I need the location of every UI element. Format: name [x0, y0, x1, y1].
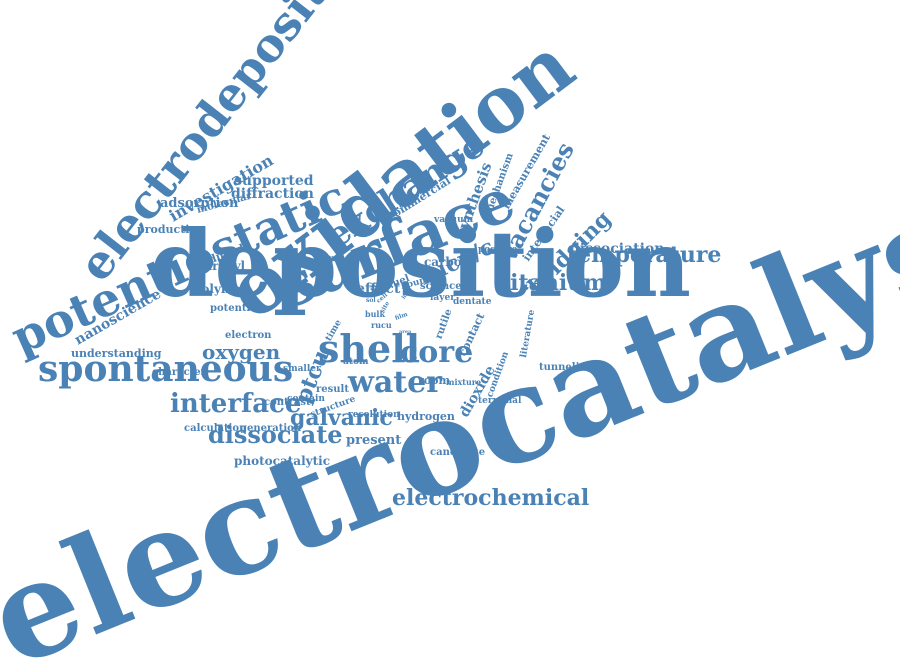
word-electron: electron [225, 330, 272, 341]
word-area: area [399, 329, 412, 335]
word-potential: potential [210, 303, 261, 314]
word-generation: generation [240, 423, 302, 434]
word-tunneling: tunneling [539, 362, 594, 373]
word-candidate: candidate [430, 447, 486, 458]
word-calculation: calculation [184, 423, 247, 434]
word-atom: atom [343, 356, 369, 367]
word-photocatalytic: photocatalytic [234, 454, 331, 469]
word-supported: supported [234, 172, 314, 189]
word-deposition: deposition [150, 210, 691, 319]
word-resolution: resolution [348, 409, 400, 420]
word-oxygen: oxygen [202, 340, 281, 364]
word-contain: contain [287, 393, 325, 404]
word-rucu: rucu [371, 319, 392, 330]
word-dissociation: dissociation [570, 240, 665, 257]
word-polymer: polymer [193, 282, 248, 297]
word-character: character [152, 367, 206, 378]
word-temperature: temperature [567, 242, 722, 269]
word-hydroxyl: hydroxyl [188, 259, 246, 274]
word-diffraction: diffraction [231, 185, 314, 202]
word-water: water [348, 365, 443, 400]
word-hydrogen: hydrogen [397, 410, 455, 424]
word-galvanic: galvanic [290, 405, 393, 432]
word-effect: effect [356, 280, 401, 297]
word-mixture: mixture [446, 376, 482, 387]
word-electrochemical: electrochemical [392, 485, 590, 512]
word-understanding: understanding [71, 347, 162, 361]
word-positive: positive [478, 244, 518, 255]
word-shell: shell [318, 325, 421, 371]
word-science: science [420, 281, 462, 292]
word-production: production [137, 223, 205, 237]
word-terminal: terminal [478, 395, 522, 406]
word-dissociate: dissociate [208, 419, 343, 449]
word-present: present [346, 432, 402, 448]
word-film: film [394, 311, 409, 323]
word-contrast: contrast [264, 397, 311, 408]
word-vacuum: vacuum [434, 214, 474, 225]
word-interface: interface [170, 389, 302, 420]
word-layer: layer [430, 292, 455, 303]
word-dentate: dentate [453, 296, 492, 307]
word-sol: sol [366, 297, 376, 305]
word-titanium: titanium [500, 270, 607, 297]
word-bulk: bulk [365, 308, 385, 319]
word-core: core [400, 335, 474, 370]
word-adsorption: adsorption [160, 195, 239, 211]
word-carbon: carbon [424, 255, 471, 270]
word-smaller: smaller [283, 363, 321, 374]
word-spontaneous: spontaneous [38, 348, 294, 391]
word-result: result [316, 384, 349, 395]
word-room: room [418, 374, 451, 388]
